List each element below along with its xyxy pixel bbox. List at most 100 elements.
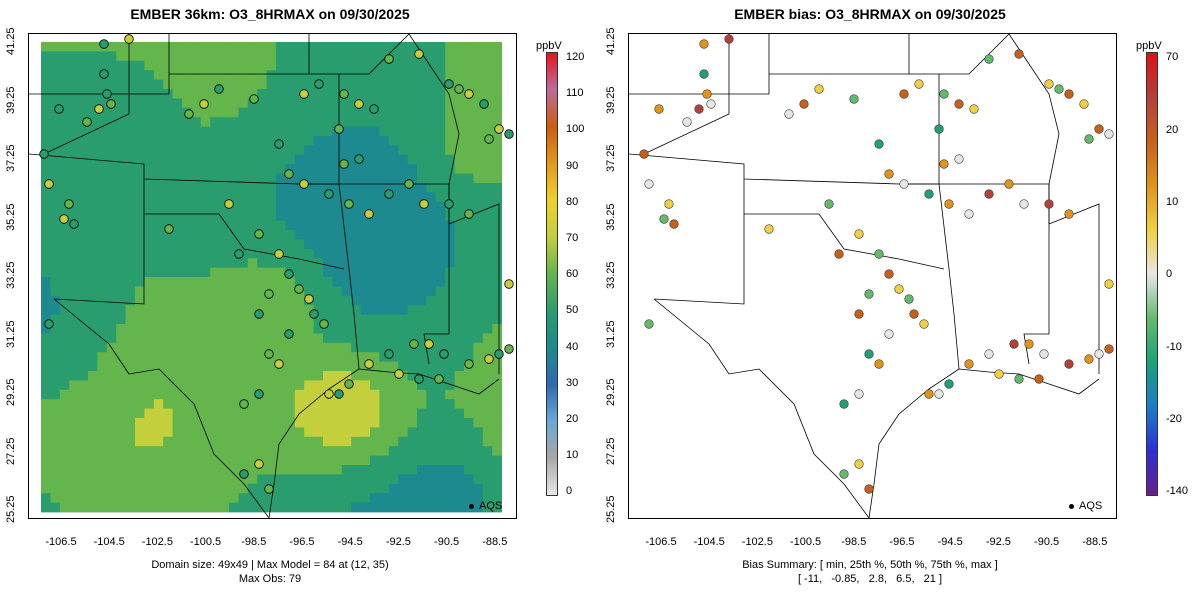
- model-grid-cell: [97, 399, 108, 409]
- aqs-site-marker: [99, 39, 109, 49]
- model-grid-cell: [153, 465, 164, 475]
- model-grid-cell: [172, 380, 183, 391]
- model-grid-cell: [473, 60, 484, 71]
- model-grid-cell: [285, 154, 296, 165]
- model-grid-cell: [398, 474, 408, 485]
- model-grid-cell: [97, 465, 108, 475]
- model-grid-cell: [106, 107, 117, 118]
- aqs-dot-icon: [469, 503, 474, 509]
- model-grid-cell: [351, 286, 361, 297]
- model-grid-cell: [163, 239, 173, 250]
- model-grid-cell: [464, 483, 474, 494]
- model-grid-cell: [370, 418, 380, 428]
- model-grid-cell: [182, 399, 192, 409]
- model-grid-cell: [332, 305, 343, 315]
- model-grid-cell: [285, 446, 296, 456]
- model-grid-cell: [172, 455, 183, 466]
- model-grid-cell: [454, 408, 465, 419]
- state-boundary: [769, 34, 910, 75]
- x-tick-label: -104.5: [93, 536, 125, 548]
- model-grid-cell: [182, 98, 192, 109]
- model-grid-cell: [454, 145, 465, 156]
- model-grid-cell: [492, 333, 502, 344]
- model-grid-cell: [285, 493, 296, 503]
- model-grid-cell: [210, 436, 220, 447]
- model-grid-cell: [417, 314, 427, 325]
- model-grid-cell: [266, 258, 277, 268]
- model-grid-cell: [417, 380, 427, 391]
- model-grid-cell: [482, 371, 493, 381]
- model-grid-cell: [153, 79, 164, 90]
- model-grid-cell: [341, 371, 352, 381]
- model-grid-cell: [313, 98, 324, 109]
- model-grid-cell: [426, 70, 437, 80]
- model-grid-cell: [464, 42, 474, 52]
- model-grid-cell: [153, 295, 164, 306]
- model-grid-cell: [106, 446, 117, 456]
- model-grid-cell: [200, 408, 211, 419]
- model-grid-cell: [229, 136, 239, 146]
- model-grid-cell: [492, 380, 502, 391]
- model-grid-cell: [59, 314, 70, 325]
- model-grid-cell: [238, 408, 249, 419]
- model-grid-cell: [144, 258, 155, 268]
- model-grid-cell: [257, 380, 267, 391]
- aqs-site-marker: [284, 269, 294, 279]
- model-grid-cell: [219, 164, 230, 174]
- model-grid-cell: [106, 333, 117, 344]
- model-grid-cell: [144, 286, 155, 297]
- model-grid-cell: [41, 389, 51, 400]
- model-grid-cell: [135, 117, 145, 127]
- model-grid-cell: [210, 277, 220, 287]
- model-grid-cell: [407, 502, 418, 513]
- aqs-bias-marker: [814, 84, 824, 94]
- model-grid-cell: [276, 324, 286, 334]
- model-grid-cell: [370, 455, 380, 466]
- model-grid-cell: [464, 258, 474, 268]
- model-grid-cell: [266, 126, 277, 137]
- model-grid-cell: [426, 98, 437, 109]
- model-grid-cell: [388, 333, 399, 344]
- model-grid-cell: [332, 42, 343, 52]
- model-grid-cell: [144, 70, 155, 80]
- model-grid-cell: [323, 286, 333, 297]
- model-grid-cell: [417, 286, 427, 297]
- model-grid-cell: [266, 230, 277, 240]
- model-grid-cell: [492, 136, 502, 146]
- model-grid-cell: [351, 136, 361, 146]
- model-grid-cell: [379, 70, 390, 80]
- model-grid-cell: [304, 352, 314, 362]
- model-grid-cell: [200, 418, 211, 428]
- model-grid-cell: [360, 230, 371, 240]
- model-grid-cell: [106, 418, 117, 428]
- aqs-site-marker: [102, 89, 112, 99]
- model-grid-cell: [41, 324, 51, 334]
- model-grid-cell: [435, 502, 446, 513]
- model-grid-cell: [59, 295, 70, 306]
- model-grid-cell: [370, 239, 380, 250]
- model-grid-cell: [125, 474, 136, 485]
- model-grid-cell: [388, 436, 399, 447]
- model-grid-cell: [388, 220, 399, 231]
- model-grid-cell: [41, 239, 51, 250]
- aqs-site-marker: [404, 179, 414, 189]
- model-grid-cell: [464, 418, 474, 428]
- model-grid-cell: [135, 173, 145, 184]
- aqs-site-marker: [124, 34, 134, 44]
- model-grid-cell: [88, 399, 98, 409]
- model-grid-cell: [454, 305, 465, 315]
- model-grid-cell: [370, 314, 380, 325]
- model-grid-cell: [276, 371, 286, 381]
- model-grid-cell: [304, 220, 314, 231]
- model-grid-cell: [116, 51, 126, 62]
- model-grid-cell: [407, 474, 418, 485]
- model-grid-cell: [163, 305, 173, 315]
- model-grid-cell: [426, 126, 437, 137]
- model-grid-cell: [229, 211, 239, 221]
- model-grid-cell: [144, 455, 155, 466]
- model-grid-cell: [426, 164, 437, 174]
- model-grid-cell: [125, 371, 136, 381]
- model-grid-cell: [360, 42, 371, 52]
- model-grid-cell: [435, 211, 446, 221]
- model-grid-cell: [454, 361, 465, 372]
